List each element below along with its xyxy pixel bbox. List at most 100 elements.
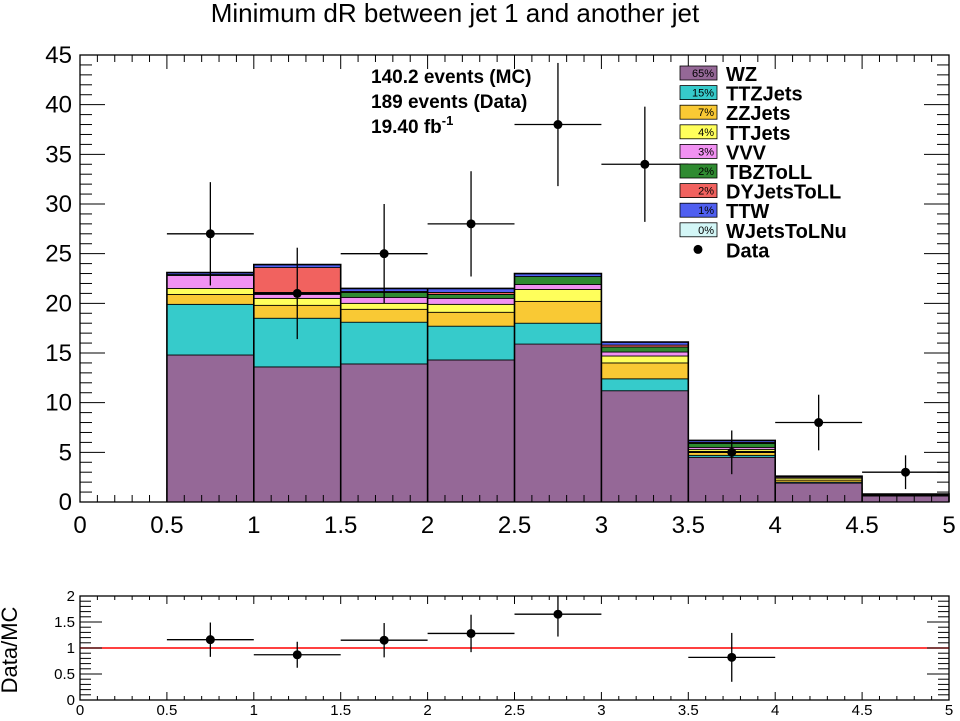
data-point	[292, 288, 302, 298]
ratio-point	[553, 609, 563, 619]
bar-ttzjets-bin-6	[601, 378, 689, 392]
data-point	[553, 120, 563, 130]
ratio-point	[292, 650, 302, 660]
bar-zzjets-bin-5	[514, 300, 602, 324]
ratio-y-tick-label: 1.5	[54, 614, 75, 631]
bar-ttjets-bin-4	[427, 303, 515, 313]
legend-percent: 65%	[692, 68, 714, 80]
y-tick-label: 25	[45, 241, 72, 268]
bar-ttjets-bin-6	[601, 355, 689, 364]
legend-swatch-tbztoll	[679, 163, 718, 179]
x-tick-label: 5	[942, 512, 955, 539]
bar-ttzjets-bin-5	[514, 322, 602, 345]
bar-ttjets-bin-3	[340, 302, 429, 310]
x-tick-label: 1	[247, 512, 260, 539]
legend-percent: 0%	[698, 225, 714, 237]
x-tick-label: 2	[421, 512, 434, 539]
ratio-axes: 0 0.5 1 1.5 2 2.5 3 3.5 4 4.5 5 0 0.5 1 1.5 2	[54, 588, 953, 719]
ratio-x-tick-label: 5	[945, 702, 953, 716]
bar-tbztoll-bin-6	[601, 346, 689, 353]
y-tick-label: 30	[45, 191, 72, 218]
bar-zzjets-bin-1	[166, 293, 255, 305]
ratio-x-tick-label: 0	[76, 702, 84, 716]
ratio-point	[727, 652, 737, 662]
legend-label-dyjetstoll: DYJetsToLL	[726, 182, 841, 204]
ratio-x-tick-label: 3.5	[678, 702, 699, 716]
data-events-text: 189 events (Data)	[371, 92, 527, 113]
legend-swatch-dyjetstoll	[679, 183, 718, 199]
x-tick-label: 4	[769, 512, 782, 539]
ratio-x-tick-label: 3	[597, 702, 605, 716]
bar-zzjets-bin-4	[427, 311, 515, 327]
ratio-x-tick-label: 1	[250, 702, 258, 716]
bar-zzjets-bin-3	[340, 308, 429, 323]
bar-ttjets-bin-5	[514, 289, 602, 302]
ratio-y-tick-label: 0	[67, 692, 75, 709]
x-tick-label: 2.5	[498, 512, 531, 539]
ratio-y-tick-label: 1	[67, 640, 75, 657]
bar-wz-bin-4	[427, 359, 515, 503]
main-axes: 0 0.5 1 1.5 2 2.5 3 3.5 4 4.5 5 0 5 10 15 20 25 30 35 40 45	[45, 42, 955, 539]
y-tick-label: 40	[45, 92, 72, 119]
legend-swatch-vvv	[679, 143, 718, 159]
legend-label-ttjets: TTJets	[726, 123, 790, 145]
data-point	[379, 249, 389, 259]
bar-wz-bin-2	[253, 366, 342, 503]
luminosity-value: 19.40 fb	[371, 117, 442, 138]
luminosity-exponent: -1	[442, 113, 454, 128]
legend-percent: 7%	[698, 107, 714, 119]
bar-ttzjets-bin-4	[427, 325, 515, 361]
data-point	[640, 159, 650, 169]
legend-data-marker	[693, 244, 703, 254]
x-tick-label: 3.5	[672, 512, 705, 539]
x-tick-label: 1.5	[324, 512, 357, 539]
data-point	[466, 219, 476, 229]
ratio-x-tick-label: 1.5	[330, 702, 351, 716]
legend-label-data: Data	[726, 240, 770, 262]
y-tick-label: 0	[59, 489, 72, 516]
bar-ttzjets-bin-1	[166, 303, 255, 356]
luminosity-text: 19.40 fb-1	[371, 113, 453, 138]
legend-percent: 3%	[698, 146, 714, 158]
y-tick-label: 15	[45, 340, 72, 367]
legend-swatch-zzjets	[679, 104, 718, 120]
bar-wz-bin-8	[774, 482, 863, 503]
y-tick-label: 10	[45, 390, 72, 417]
y-tick-label: 35	[45, 141, 72, 168]
legend-percent: 1%	[698, 205, 714, 217]
legend: 65% WZ 15% TTZJets 7% ZZJets 4% TTJets 3% VVV 2% TB…	[679, 64, 847, 262]
bar-tbztoll-bin-5	[514, 276, 602, 285]
data-point	[205, 229, 215, 239]
x-tick-label: 0.5	[150, 512, 183, 539]
ratio-x-tick-label: 4	[771, 702, 779, 716]
info-box: 140.2 events (MC) 189 events (Data) 19.4…	[371, 67, 532, 138]
ratio-y-tick-label: 0.5	[54, 666, 75, 683]
mc-events-text: 140.2 events (MC)	[371, 67, 532, 88]
stacked-histogram	[166, 263, 950, 503]
data-points	[166, 62, 949, 490]
bar-wz-bin-6	[601, 390, 689, 503]
ratio-point	[205, 635, 215, 645]
bar-tbztoll-bin-4	[427, 293, 515, 299]
bar-wz-bin-1	[166, 354, 255, 503]
legend-label-zzjets: ZZJets	[726, 103, 790, 125]
legend-label-vvv: VVV	[726, 142, 767, 164]
legend-percent: 15%	[692, 88, 714, 100]
x-tick-label: 4.5	[845, 512, 878, 539]
bar-ttzjets-bin-3	[340, 321, 429, 365]
bar-wz-bin-3	[340, 363, 429, 503]
data-point	[814, 418, 824, 428]
bar-wz-bin-9	[861, 495, 950, 503]
legend-label-wz: WZ	[726, 64, 757, 86]
ratio-point	[466, 628, 476, 638]
x-tick-label: 3	[595, 512, 608, 539]
bar-vvv-bin-5	[514, 284, 602, 290]
bar-vvv-bin-4	[427, 297, 515, 305]
ratio-x-tick-label: 0.5	[156, 702, 177, 716]
bar-wz-bin-5	[514, 343, 602, 503]
ratio-y-tick-label: 2	[67, 588, 75, 605]
y-tick-label: 20	[45, 290, 72, 317]
ratio-x-tick-label: 2.5	[504, 702, 525, 716]
